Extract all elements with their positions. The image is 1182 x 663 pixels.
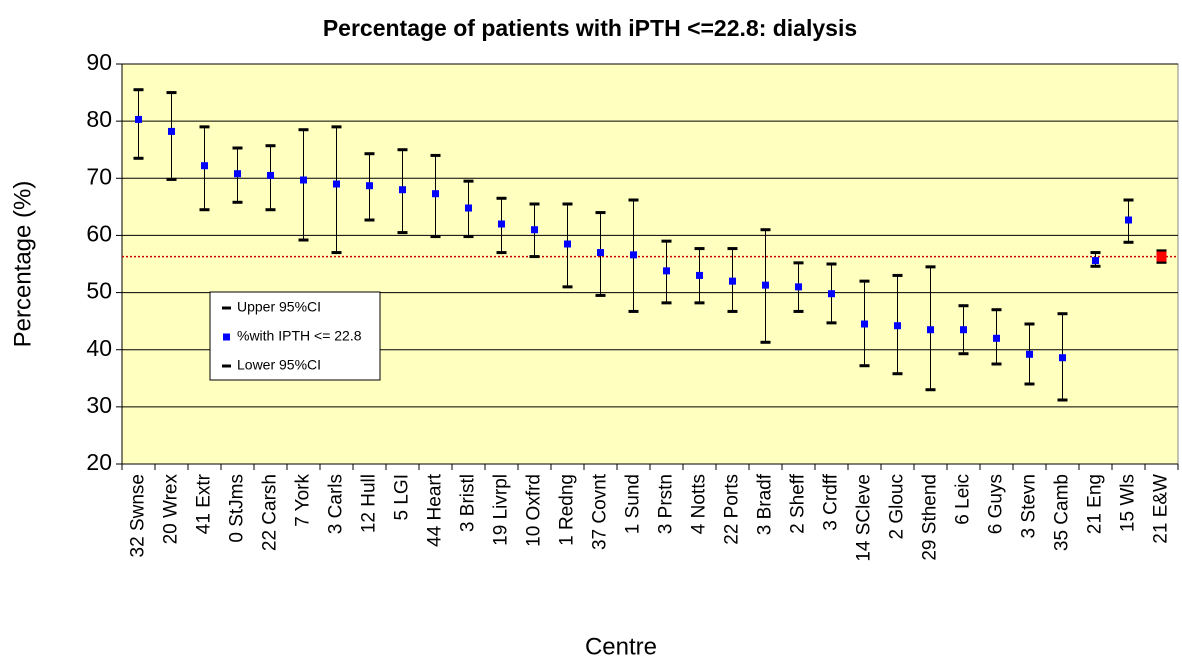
x-tick-label: 22 Carsh bbox=[260, 474, 281, 551]
x-tick-label: 3 Prstn bbox=[656, 474, 677, 534]
x-tick-label: 1 Redng bbox=[557, 474, 578, 546]
point bbox=[465, 204, 472, 212]
point bbox=[399, 186, 406, 194]
plot-area bbox=[121, 63, 1179, 465]
x-tick-label: 14 SCleve bbox=[854, 474, 875, 562]
point bbox=[432, 190, 439, 198]
x-tick-label: 12 Hull bbox=[359, 474, 380, 533]
y-tick-label: 30 bbox=[86, 392, 112, 418]
point bbox=[861, 320, 868, 328]
y-tick-label: 60 bbox=[86, 221, 112, 247]
x-tick-label: 7 York bbox=[293, 474, 314, 527]
x-tick-label: 0 StJms bbox=[227, 474, 248, 543]
point bbox=[696, 271, 703, 279]
point bbox=[1059, 354, 1066, 362]
point bbox=[795, 283, 802, 291]
legend-label: Lower 95%CI bbox=[237, 357, 321, 373]
point bbox=[927, 326, 934, 334]
x-tick-label: 1 Sund bbox=[623, 474, 644, 534]
point bbox=[828, 290, 835, 298]
x-tick-label: 6 Guys bbox=[986, 474, 1007, 534]
x-tick-label: 35 Camb bbox=[1052, 474, 1073, 551]
point bbox=[531, 226, 538, 234]
x-tick-label: 44 Heart bbox=[425, 473, 446, 547]
point bbox=[168, 127, 175, 135]
x-tick-label: 3 Bristl bbox=[458, 474, 479, 532]
point bbox=[564, 240, 571, 248]
legend-label: %with IPTH <= 22.8 bbox=[237, 328, 362, 344]
x-tick-label: 37 Covnt bbox=[590, 473, 611, 550]
y-tick-label: 40 bbox=[86, 335, 112, 361]
x-tick-label: 22 Ports bbox=[722, 474, 743, 545]
point bbox=[762, 281, 769, 289]
point bbox=[1156, 251, 1167, 262]
point bbox=[894, 322, 901, 330]
legend bbox=[209, 291, 381, 381]
point bbox=[597, 249, 604, 257]
point bbox=[729, 277, 736, 285]
y-axis-label: Percentage (%) bbox=[9, 181, 36, 348]
point bbox=[267, 171, 274, 179]
legend-marker bbox=[223, 333, 230, 341]
point bbox=[300, 176, 307, 184]
point bbox=[1092, 257, 1099, 265]
x-tick-label: 2 Glouc bbox=[887, 474, 908, 539]
x-tick-label: 15 Wls bbox=[1118, 474, 1139, 532]
x-tick-label: 21 E&W bbox=[1151, 474, 1172, 544]
x-tick-label: 4 Notts bbox=[689, 474, 710, 534]
point bbox=[1125, 216, 1132, 224]
x-tick-label: 3 Stevn bbox=[1019, 474, 1040, 538]
y-tick-label: 70 bbox=[86, 163, 112, 189]
y-tick-label: 80 bbox=[86, 106, 112, 132]
x-tick-label: 3 Carls bbox=[326, 474, 347, 534]
x-axis-label: Centre bbox=[585, 633, 657, 660]
point bbox=[960, 326, 967, 334]
point bbox=[993, 334, 1000, 342]
point bbox=[234, 170, 241, 178]
x-tick-label: 29 Sthend bbox=[920, 474, 941, 561]
point bbox=[201, 162, 208, 170]
point bbox=[663, 267, 670, 275]
x-tick-label: 20 Wrex bbox=[161, 474, 182, 545]
y-tick-label: 20 bbox=[86, 449, 112, 475]
x-tick-label: 19 Livrpl bbox=[491, 474, 512, 546]
x-tick-label: 21 Eng bbox=[1085, 474, 1106, 534]
y-tick-label: 50 bbox=[86, 278, 112, 304]
point bbox=[630, 251, 637, 259]
x-tick-label: 2 Sheff bbox=[788, 473, 809, 534]
chart-title: Percentage of patients with iPTH <=22.8:… bbox=[323, 15, 857, 41]
x-tick-label: 41 Extr bbox=[194, 473, 215, 534]
y-tick-label: 90 bbox=[86, 49, 112, 75]
x-tick-label: 5 LGI bbox=[392, 474, 413, 520]
legend-label: Upper 95%CI bbox=[237, 299, 321, 315]
point bbox=[366, 182, 373, 190]
point bbox=[135, 115, 142, 123]
x-tick-label: 6 Leic bbox=[953, 474, 974, 525]
x-tick-label: 3 Crdff bbox=[821, 473, 842, 530]
x-tick-label: 10 Oxfrd bbox=[524, 474, 545, 547]
x-tick-label: 3 Bradf bbox=[755, 473, 776, 535]
point bbox=[333, 180, 340, 188]
point bbox=[498, 220, 505, 228]
x-tick-label: 32 Swnse bbox=[128, 474, 149, 557]
point bbox=[1026, 350, 1033, 358]
